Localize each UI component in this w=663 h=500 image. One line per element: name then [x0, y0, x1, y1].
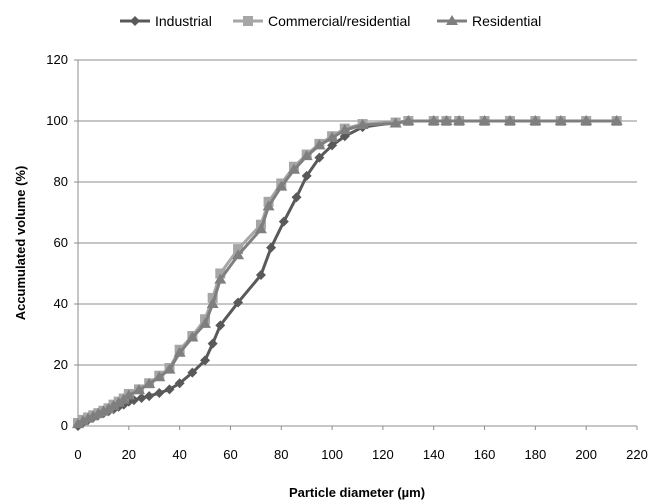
data-point-0-28 [327, 140, 338, 151]
x-axis-title: Particle diameter (µm) [289, 485, 425, 500]
legend-marker-2 [446, 15, 458, 25]
data-point-2-25 [300, 150, 313, 161]
data-point-2-13 [153, 371, 166, 382]
data-point-0-23 [266, 242, 277, 253]
data-point-2-26 [313, 139, 326, 150]
x-tick-label-1: 20 [122, 447, 136, 462]
y-tick-labels: 0 20 40 60 80 100 120 [46, 52, 68, 433]
legend-item-0: Industrial [120, 13, 212, 29]
data-point-2-12 [143, 377, 156, 388]
data-point-2-18 [206, 298, 219, 308]
data-point-2-11 [132, 384, 145, 395]
y-tick-label-2: 40 [54, 296, 68, 311]
data-point-2-39 [580, 115, 593, 125]
y-tick-label-5: 100 [46, 113, 68, 128]
data-point-0-17 [187, 367, 198, 378]
data-point-0-16 [174, 378, 185, 389]
data-point-2-10 [122, 389, 135, 400]
x-tick-label-5: 100 [321, 447, 343, 462]
data-point-2-17 [199, 317, 212, 328]
data-point-0-25 [291, 192, 302, 203]
series-2 [72, 115, 623, 429]
x-tick-label-4: 80 [274, 447, 288, 462]
data-point-2-22 [262, 200, 275, 211]
data-point-0-12 [136, 392, 147, 403]
gridlines [78, 59, 637, 366]
data-point-2-24 [287, 163, 300, 174]
data-point-2-29 [356, 118, 369, 129]
data-point-0-24 [278, 216, 289, 227]
series-group [72, 115, 623, 431]
data-point-2-15 [173, 346, 186, 357]
x-tick-label-3: 60 [223, 447, 237, 462]
y-tick-label-3: 60 [54, 235, 68, 250]
x-tick-label-6: 120 [372, 447, 394, 462]
data-point-0-13 [144, 391, 155, 402]
data-point-2-16 [186, 331, 199, 342]
x-tick-label-9: 180 [525, 447, 547, 462]
data-point-2-7 [107, 399, 120, 410]
y-tick-label-6: 120 [46, 52, 68, 67]
legend-label-1: Commercial/residential [268, 13, 410, 29]
data-point-2-21 [254, 223, 267, 234]
data-point-1-20 [233, 244, 244, 255]
data-point-2-14 [163, 363, 176, 374]
legend: Industrial Commercial/residential Resident… [120, 13, 541, 29]
data-point-0-19 [207, 338, 218, 349]
x-tick-label-11: 220 [626, 447, 648, 462]
x-tick-label-10: 200 [575, 447, 597, 462]
legend-item-2: Residential [437, 13, 541, 29]
x-tick-label-7: 140 [423, 447, 445, 462]
data-point-2-40 [610, 115, 623, 125]
data-point-2-30 [389, 117, 402, 128]
data-point-2-27 [326, 131, 339, 142]
data-point-0-21 [233, 297, 244, 308]
legend-marker-0 [130, 16, 140, 26]
data-point-2-19 [214, 273, 227, 284]
legend-label-2: Residential [472, 13, 541, 29]
y-tick-label-0: 0 [61, 418, 68, 433]
legend-item-1: Commercial/residential [233, 13, 410, 29]
x-tick-label-8: 160 [474, 447, 496, 462]
data-point-2-33 [440, 115, 453, 125]
data-point-2-37 [529, 115, 542, 125]
data-point-0-15 [164, 384, 175, 395]
data-point-2-31 [402, 115, 415, 125]
data-point-0-20 [215, 320, 226, 331]
data-point-1-18 [207, 292, 218, 303]
data-point-0-27 [314, 152, 325, 163]
data-point-1-19 [215, 268, 226, 279]
data-point-2-23 [275, 180, 288, 191]
legend-label-0: Industrial [155, 13, 212, 29]
data-point-0-22 [255, 270, 266, 281]
data-point-2-20 [232, 249, 245, 260]
data-point-2-28 [338, 124, 351, 135]
y-tick-label-4: 80 [54, 174, 68, 189]
data-point-2-38 [554, 115, 567, 125]
series-0 [73, 116, 622, 431]
data-point-0-14 [154, 388, 165, 399]
data-point-2-0 [72, 418, 84, 429]
x-tick-label-0: 0 [74, 447, 81, 462]
y-axis-title: Accumulated volume (%) [13, 166, 28, 321]
data-point-0-26 [301, 170, 312, 181]
x-tick-label-2: 40 [172, 447, 186, 462]
x-tick-labels: 0 20 40 60 80 100 120 140 160 180 200 220 [74, 447, 647, 462]
data-point-0-18 [200, 355, 211, 366]
data-point-2-36 [503, 115, 516, 125]
y-tick-label-1: 20 [54, 357, 68, 372]
legend-marker-1 [243, 16, 253, 26]
data-point-2-34 [453, 115, 466, 125]
data-point-2-32 [427, 115, 440, 125]
data-point-2-35 [478, 115, 491, 125]
data-point-2-8 [112, 396, 125, 407]
data-point-2-6 [102, 402, 115, 413]
